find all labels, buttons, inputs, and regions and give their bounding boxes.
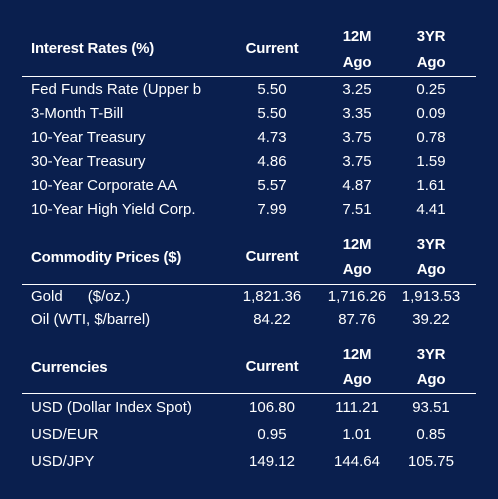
row-label: Fed Funds Rate (Upper b — [31, 81, 202, 98]
3yr-ago-value: 0.09 — [416, 105, 446, 122]
col-header-3yr: 3YR — [416, 28, 446, 45]
col-header-3yr-ago: Ago — [416, 371, 446, 388]
current-value: 0.95 — [257, 426, 287, 443]
table-row: Gold ($/oz.) 1,821.36 1,716.26 1,913.53 — [0, 285, 498, 309]
table-row: 3-Month T-Bill 5.50 3.35 0.09 — [0, 102, 498, 126]
row-label: 30-Year Treasury — [31, 153, 146, 170]
col-header-3yr: 3YR — [416, 346, 446, 363]
col-header-12m-ago: Ago — [342, 371, 372, 388]
12m-ago-value: 87.76 — [338, 311, 376, 328]
row-label: 3-Month T-Bill — [31, 105, 124, 122]
current-value: 4.86 — [257, 153, 287, 170]
row-label: 10-Year Treasury — [31, 129, 146, 146]
12m-ago-value: 3.35 — [342, 105, 372, 122]
12m-ago-value: 4.87 — [342, 177, 372, 194]
3yr-ago-value: 93.51 — [412, 399, 450, 416]
table-row: 10-Year Treasury 4.73 3.75 0.78 — [0, 126, 498, 150]
current-value: 7.99 — [257, 201, 287, 218]
col-header-12m: 12M — [342, 28, 372, 45]
3yr-ago-value: 0.78 — [416, 129, 446, 146]
table-row: Oil (WTI, $/barrel) 84.22 87.76 39.22 — [0, 308, 498, 332]
col-header-current: Current — [245, 248, 299, 265]
12m-ago-value: 3.75 — [342, 153, 372, 170]
12m-ago-value: 1.01 — [342, 426, 372, 443]
table-row: Fed Funds Rate (Upper b 5.50 3.25 0.25 — [0, 78, 498, 102]
col-header-12m: 12M — [342, 236, 372, 253]
current-value: 5.57 — [257, 177, 287, 194]
12m-ago-value: 3.75 — [342, 129, 372, 146]
12m-ago-value: 144.64 — [334, 453, 380, 470]
12m-ago-value: 7.51 — [342, 201, 372, 218]
current-value: 84.22 — [253, 311, 291, 328]
3yr-ago-value: 1.61 — [416, 177, 446, 194]
12m-ago-value: 1,716.26 — [327, 288, 387, 305]
col-header-12m: 12M — [342, 346, 372, 363]
table-row: USD/JPY 149.12 144.64 105.75 — [0, 450, 498, 474]
section-title: Commodity Prices ($) — [31, 249, 182, 266]
header-rule — [22, 393, 476, 394]
section-title: Interest Rates (%) — [31, 40, 155, 57]
current-value: 1,821.36 — [242, 288, 302, 305]
col-header-3yr-ago: Ago — [416, 54, 446, 71]
col-header-12m-ago: Ago — [342, 54, 372, 71]
col-header-current: Current — [245, 358, 299, 375]
row-label: Oil (WTI, $/barrel) — [31, 311, 151, 328]
12m-ago-value: 111.21 — [335, 399, 379, 416]
table-row: 10-Year High Yield Corp. 7.99 7.51 4.41 — [0, 198, 498, 222]
current-value: 149.12 — [249, 453, 295, 470]
3yr-ago-value: 0.25 — [416, 81, 446, 98]
current-value: 4.73 — [257, 129, 287, 146]
table-row: 10-Year Corporate AA 5.57 4.87 1.61 — [0, 174, 498, 198]
row-label: Gold ($/oz.) — [31, 288, 131, 305]
12m-ago-value: 3.25 — [342, 81, 372, 98]
3yr-ago-value: 105.75 — [408, 453, 454, 470]
table-row: USD/EUR 0.95 1.01 0.85 — [0, 423, 498, 447]
table-row: USD (Dollar Index Spot) 106.80 111.21 93… — [0, 396, 498, 420]
current-value: 106.80 — [249, 399, 295, 416]
col-header-3yr: 3YR — [416, 236, 446, 253]
row-label: 10-Year High Yield Corp. — [31, 201, 196, 218]
col-header-3yr-ago: Ago — [416, 261, 446, 278]
header-rule — [22, 284, 476, 285]
col-header-12m-ago: Ago — [342, 261, 372, 278]
section-title: Currencies — [31, 359, 108, 376]
row-label: USD (Dollar Index Spot) — [31, 399, 192, 416]
table-row: 30-Year Treasury 4.86 3.75 1.59 — [0, 150, 498, 174]
3yr-ago-value: 0.85 — [416, 426, 446, 443]
current-value: 5.50 — [257, 81, 287, 98]
3yr-ago-value: 39.22 — [412, 311, 450, 328]
header-rule — [22, 76, 476, 77]
3yr-ago-value: 1,913.53 — [401, 288, 461, 305]
row-label: USD/EUR — [31, 426, 99, 443]
col-header-current: Current — [245, 40, 299, 57]
row-label: USD/JPY — [31, 453, 95, 470]
current-value: 5.50 — [257, 105, 287, 122]
3yr-ago-value: 1.59 — [416, 153, 446, 170]
row-label: 10-Year Corporate AA — [31, 177, 178, 194]
3yr-ago-value: 4.41 — [416, 201, 446, 218]
